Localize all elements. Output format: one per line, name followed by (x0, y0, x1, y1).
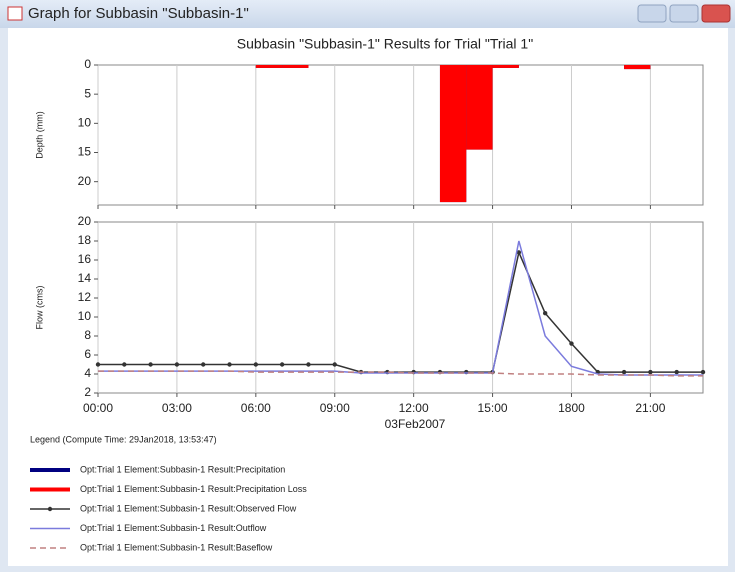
y-tick-label: 10 (78, 309, 92, 323)
bar (255, 65, 283, 68)
y-tick-label: 8 (84, 328, 91, 342)
legend-entry: Opt:Trial 1 Element:Subbasin-1 Result:Ba… (80, 542, 273, 552)
x-tick-label: 00:00 (83, 401, 113, 415)
y-tick-label: 14 (78, 271, 92, 285)
minimize-button[interactable] (637, 4, 667, 23)
x-tick-label: 1800 (558, 401, 585, 415)
series-marker (621, 369, 627, 375)
legend-entry: Opt:Trial 1 Element:Subbasin-1 Result:Ou… (80, 523, 267, 533)
y-tick-label: 15 (78, 145, 92, 159)
series-marker (516, 250, 522, 255)
y-tick-label: 10 (78, 116, 92, 130)
window-title: Graph for Subbasin "Subbasin-1" (28, 5, 249, 22)
x-tick-label: 03:00 (162, 401, 192, 415)
bar (439, 65, 467, 203)
series-marker (227, 362, 232, 367)
close-button[interactable] (701, 4, 731, 23)
legend-entry: Opt:Trial 1 Element:Subbasin-1 Result:Ob… (80, 503, 297, 513)
bar (282, 65, 309, 68)
legend-title: Legend (Compute Time: 29Jan2018, 13:53:4… (30, 434, 217, 444)
x-tick-label: 12:00 (399, 401, 429, 415)
series-marker (569, 341, 574, 346)
series-marker (122, 362, 127, 367)
series-marker (674, 369, 679, 375)
y-tick-label: 5 (84, 86, 91, 100)
x-tick-label: 06:00 (241, 401, 271, 415)
y-tick-label: 20 (78, 214, 92, 228)
y-tick-label: 2 (84, 385, 91, 399)
series-marker (306, 362, 311, 367)
series-marker (279, 362, 285, 367)
series-marker (542, 311, 548, 316)
y-axis-label: Flow (cms) (34, 286, 44, 330)
x-tick-label: 21:00 (635, 401, 665, 415)
series-line (98, 370, 703, 377)
bar (492, 65, 519, 68)
y-tick-label: 20 (78, 174, 92, 188)
y-tick-label: 18 (78, 233, 92, 247)
bar (624, 65, 651, 70)
x-tick-label: 09:00 (320, 401, 350, 415)
series-marker (700, 369, 706, 375)
legend-marker (47, 506, 53, 512)
window-icon (7, 6, 23, 21)
y-tick-label: 16 (78, 252, 92, 266)
series-marker (174, 362, 180, 367)
title-bar (0, 0, 735, 28)
maximize-button[interactable] (669, 4, 699, 23)
plot-area (97, 64, 704, 206)
y-axis-label: Depth (mm) (34, 111, 44, 159)
series-marker (648, 369, 653, 375)
series-marker (95, 362, 101, 367)
y-tick-label: 4 (84, 366, 91, 380)
legend-entry: Opt:Trial 1 Element:Subbasin-1 Result:Pr… (80, 464, 285, 474)
chart-title: Subbasin "Subbasin-1" Results for Trial … (237, 36, 533, 52)
series-marker (253, 362, 259, 367)
y-tick-label: 0 (84, 57, 91, 71)
x-tick-label: 15:00 (478, 401, 508, 415)
legend-entry: Opt:Trial 1 Element:Subbasin-1 Result:Pr… (80, 484, 307, 494)
y-tick-label: 12 (78, 290, 92, 304)
bar (466, 65, 493, 150)
series-marker (332, 362, 337, 367)
plot-area (97, 221, 704, 394)
series-marker (201, 362, 206, 367)
series-marker (148, 362, 153, 367)
y-tick-label: 6 (84, 347, 91, 361)
x-axis-label: 03Feb2007 (385, 417, 446, 431)
